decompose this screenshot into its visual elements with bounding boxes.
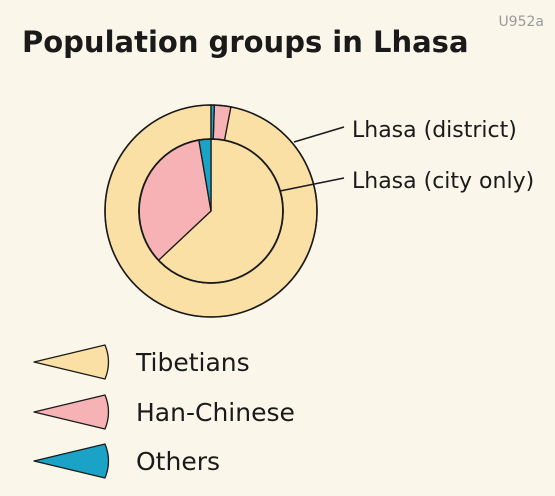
legend-label-tibetians: Tibetians — [135, 348, 250, 377]
series-label-city: Lhasa (city only) — [352, 169, 534, 194]
legend-label-others: Others — [136, 447, 220, 476]
legend-swatch-tibetians — [33, 344, 110, 380]
legend: Tibetians Han-Chinese Others — [33, 344, 295, 479]
outer-ring-outline — [104, 104, 318, 318]
inner-ring-outline — [138, 138, 284, 284]
legend-label-han-chinese: Han-Chinese — [136, 398, 295, 427]
legend-swatch-others — [33, 443, 110, 479]
city-leader-line — [279, 177, 345, 192]
series-label-district: Lhasa (district) — [352, 118, 517, 143]
chart-title: Population groups in Lhasa — [22, 25, 469, 59]
district-slice-others — [210, 104, 216, 140]
chart-code-label: U952a — [498, 14, 544, 30]
legend-swatch-han-chinese — [33, 394, 110, 430]
district-leader-line — [293, 126, 345, 143]
inner-ring — [138, 138, 284, 284]
